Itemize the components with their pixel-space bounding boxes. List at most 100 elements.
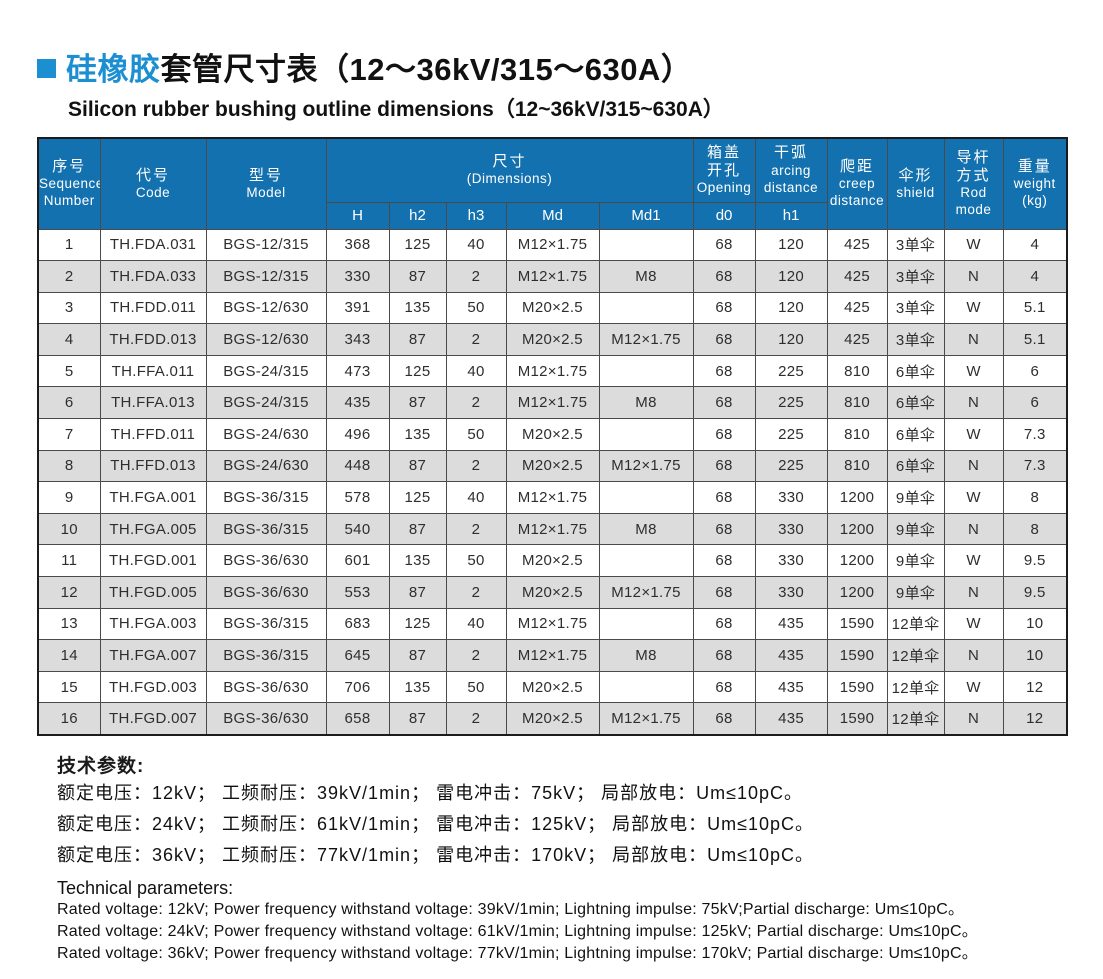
- cell-rod-mode: W: [943, 607, 1004, 641]
- cell-dim-md1: [598, 670, 694, 704]
- cell-opening-d0: 68: [692, 607, 756, 641]
- tech-params-line-zh-24kv: 额定电压：24kV； 工频耐压：61kV/1min； 雷电冲击：125kV； 局…: [57, 813, 815, 834]
- cell-code: TH.FGA.003: [99, 607, 207, 641]
- cell-dim-h: 645: [325, 639, 390, 672]
- cell-code: TH.FDD.013: [99, 323, 207, 356]
- cell-dim-h2: 135: [388, 418, 447, 451]
- cell-dim-h3: 40: [445, 481, 507, 514]
- col-header-sequence-number: 序号 Sequence Number: [37, 137, 101, 230]
- cell-weight: 6: [1002, 354, 1068, 388]
- cell-model: BGS-12/630: [205, 323, 327, 356]
- table-row: 3 TH.FDD.011 BGS-12/630 391 135 50 M20×2.5 68 12…: [37, 291, 1068, 325]
- cell-weight: 5.1: [1002, 291, 1068, 325]
- cell-opening-d0: 68: [692, 323, 756, 356]
- tech-params-line-en-36kv: Rated voltage: 36kV; Power frequency wit…: [57, 944, 978, 962]
- cell-dim-h3: 2: [445, 576, 507, 609]
- cell-opening-d0: 68: [692, 670, 756, 704]
- cell-weight: 8: [1002, 512, 1068, 546]
- cell-dim-md1: [598, 228, 694, 262]
- cell-dim-md: M12×1.75: [505, 260, 600, 293]
- cell-rod-mode: N: [943, 639, 1004, 672]
- cell-weight: 10: [1002, 639, 1068, 672]
- cell-shield: 9单伞: [886, 544, 945, 578]
- cell-weight: 8: [1002, 481, 1068, 514]
- cell-rod-mode: N: [943, 386, 1004, 420]
- title-highlight: 硅橡胶: [66, 52, 161, 87]
- cell-creep-distance: 1200: [826, 544, 888, 578]
- col-header-opening: 箱盖 开孔 Opening: [692, 137, 756, 203]
- cell-sequence-number: 2: [37, 260, 101, 293]
- cell-dim-md1: M8: [598, 512, 694, 546]
- cell-weight: 9.5: [1002, 576, 1068, 609]
- cell-dim-md: M12×1.75: [505, 607, 600, 641]
- cell-arcing-h1: 435: [754, 639, 828, 672]
- cell-dim-md: M12×1.75: [505, 481, 600, 514]
- cell-arcing-h1: 330: [754, 481, 828, 514]
- cell-arcing-h1: 330: [754, 512, 828, 546]
- cell-shield: 9单伞: [886, 481, 945, 514]
- subcol-header-h2: h2: [388, 201, 447, 230]
- cell-model: BGS-36/630: [205, 544, 327, 578]
- table-row: 16 TH.FGD.007 BGS-36/630 658 87 2 M20×2.5 M12×1…: [37, 702, 1068, 735]
- cell-dim-h3: 50: [445, 544, 507, 578]
- tech-params-line-en-12kv: Rated voltage: 12kV; Power frequency wit…: [57, 900, 965, 918]
- cell-opening-d0: 68: [692, 260, 756, 293]
- cell-dim-h3: 2: [445, 639, 507, 672]
- cell-dim-h: 448: [325, 449, 390, 483]
- subcol-header-d0: d0: [692, 201, 756, 230]
- cell-rod-mode: N: [943, 260, 1004, 293]
- cell-arcing-h1: 225: [754, 386, 828, 420]
- table-row: 7 TH.FFD.011 BGS-24/630 496 135 50 M20×2.5 68 22…: [37, 418, 1068, 451]
- cell-shield: 3单伞: [886, 323, 945, 356]
- cell-dim-md: M20×2.5: [505, 449, 600, 483]
- cell-shield: 12单伞: [886, 607, 945, 641]
- cell-dim-h3: 2: [445, 512, 507, 546]
- cell-arcing-h1: 225: [754, 449, 828, 483]
- cell-code: TH.FFA.011: [99, 354, 207, 388]
- cell-dim-md1: M12×1.75: [598, 449, 694, 483]
- cell-rod-mode: W: [943, 418, 1004, 451]
- cell-dim-md: M12×1.75: [505, 228, 600, 262]
- cell-model: BGS-36/315: [205, 481, 327, 514]
- cell-dim-md1: [598, 418, 694, 451]
- cell-creep-distance: 1590: [826, 702, 888, 735]
- cell-dim-h3: 50: [445, 418, 507, 451]
- cell-opening-d0: 68: [692, 512, 756, 546]
- cell-sequence-number: 1: [37, 228, 101, 262]
- table-row: 15 TH.FGD.003 BGS-36/630 706 135 50 M20×2.5 68 4…: [37, 670, 1068, 704]
- tech-params-line-en-24kv: Rated voltage: 24kV; Power frequency wit…: [57, 922, 978, 940]
- cell-dim-md: M12×1.75: [505, 354, 600, 388]
- page-subtitle: Silicon rubber bushing outline dimension…: [68, 98, 724, 121]
- cell-model: BGS-12/315: [205, 228, 327, 262]
- cell-model: BGS-24/315: [205, 354, 327, 388]
- cell-sequence-number: 5: [37, 354, 101, 388]
- cell-dim-h2: 87: [388, 449, 447, 483]
- cell-creep-distance: 810: [826, 449, 888, 483]
- cell-dim-h: 343: [325, 323, 390, 356]
- cell-dim-h2: 135: [388, 544, 447, 578]
- cell-dim-h: 473: [325, 354, 390, 388]
- cell-dim-md1: M12×1.75: [598, 323, 694, 356]
- cell-arcing-h1: 120: [754, 323, 828, 356]
- cell-shield: 6单伞: [886, 386, 945, 420]
- cell-model: BGS-36/315: [205, 639, 327, 672]
- cell-code: TH.FGD.005: [99, 576, 207, 609]
- cell-rod-mode: W: [943, 544, 1004, 578]
- cell-creep-distance: 810: [826, 354, 888, 388]
- table-row: 10 TH.FGA.005 BGS-36/315 540 87 2 M12×1.75 M8 68…: [37, 512, 1068, 546]
- cell-shield: 9单伞: [886, 512, 945, 546]
- subcol-header-h1: h1: [754, 201, 828, 230]
- cell-dim-md1: M8: [598, 639, 694, 672]
- tech-params-heading-en: Technical parameters:: [57, 877, 234, 898]
- cell-dim-h3: 50: [445, 670, 507, 704]
- cell-dim-h: 496: [325, 418, 390, 451]
- cell-dim-md: M20×2.5: [505, 702, 600, 735]
- cell-rod-mode: N: [943, 323, 1004, 356]
- cell-opening-d0: 68: [692, 291, 756, 325]
- cell-dim-h3: 40: [445, 354, 507, 388]
- cell-arcing-h1: 330: [754, 544, 828, 578]
- table-row: 14 TH.FGA.007 BGS-36/315 645 87 2 M12×1.75 M8 68…: [37, 639, 1068, 672]
- cell-model: BGS-12/630: [205, 291, 327, 325]
- cell-dim-h3: 2: [445, 702, 507, 735]
- cell-dim-h2: 87: [388, 702, 447, 735]
